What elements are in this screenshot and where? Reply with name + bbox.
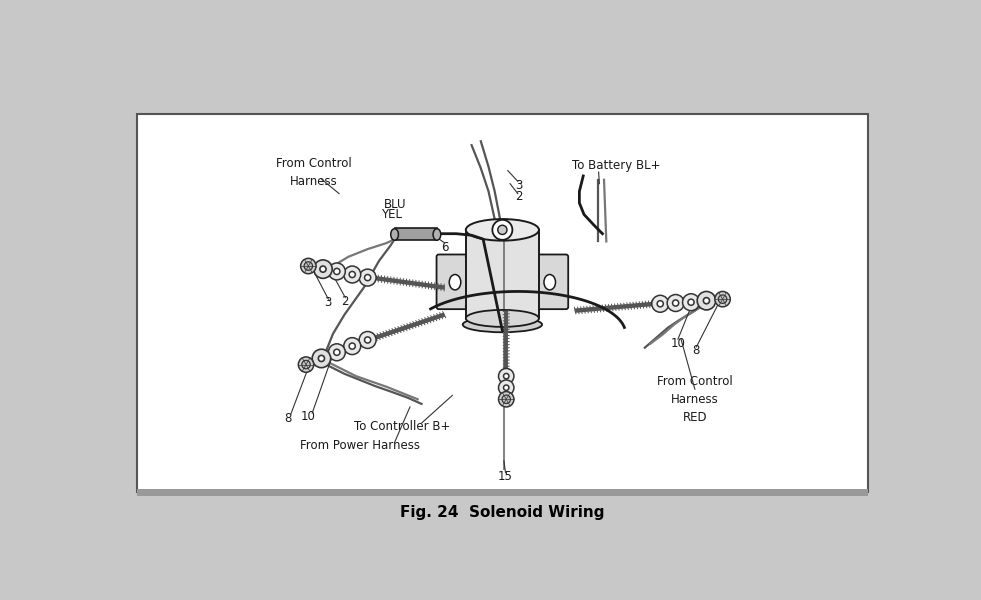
Text: 15: 15 <box>498 470 513 483</box>
Text: From Control
Harness: From Control Harness <box>276 157 351 188</box>
Text: 8: 8 <box>693 344 700 357</box>
Circle shape <box>312 349 331 368</box>
Circle shape <box>503 373 509 379</box>
Circle shape <box>334 268 339 275</box>
Text: BLU: BLU <box>384 198 406 211</box>
Text: To Battery BL+: To Battery BL+ <box>572 160 660 172</box>
Ellipse shape <box>449 275 461 290</box>
Ellipse shape <box>463 317 542 332</box>
Circle shape <box>651 295 669 312</box>
Circle shape <box>498 368 514 384</box>
Circle shape <box>334 349 339 355</box>
Ellipse shape <box>390 229 398 240</box>
Circle shape <box>697 292 716 310</box>
Bar <box>466 230 539 319</box>
Circle shape <box>300 259 316 274</box>
Circle shape <box>343 266 361 283</box>
Text: 2: 2 <box>516 190 523 203</box>
Ellipse shape <box>433 229 440 240</box>
Circle shape <box>359 331 376 349</box>
Circle shape <box>657 301 663 307</box>
Circle shape <box>492 220 512 240</box>
Circle shape <box>715 292 730 307</box>
Bar <box>136 115 868 491</box>
Text: Fig. 24  Solenoid Wiring: Fig. 24 Solenoid Wiring <box>400 505 604 520</box>
Circle shape <box>502 395 510 403</box>
FancyBboxPatch shape <box>532 254 568 309</box>
Ellipse shape <box>543 275 555 290</box>
Circle shape <box>365 337 371 343</box>
Text: 3: 3 <box>324 296 332 310</box>
Text: 10: 10 <box>670 337 686 350</box>
Circle shape <box>314 260 333 278</box>
Text: 6: 6 <box>440 241 448 254</box>
Bar <box>394 229 437 240</box>
Text: To Controller B+: To Controller B+ <box>354 420 450 433</box>
Text: From Power Harness: From Power Harness <box>300 439 420 452</box>
Circle shape <box>319 355 325 362</box>
Circle shape <box>302 361 310 369</box>
Circle shape <box>688 299 695 305</box>
Text: 2: 2 <box>340 295 348 308</box>
Text: YEL: YEL <box>381 208 401 221</box>
Bar <box>136 490 868 496</box>
Text: 3: 3 <box>516 179 523 193</box>
FancyBboxPatch shape <box>437 254 474 309</box>
Circle shape <box>498 380 514 395</box>
Text: From Control
Harness
RED: From Control Harness RED <box>657 375 733 424</box>
Circle shape <box>320 266 326 272</box>
Circle shape <box>304 262 313 270</box>
Circle shape <box>683 294 699 311</box>
Circle shape <box>349 343 355 349</box>
Circle shape <box>497 225 507 235</box>
Circle shape <box>343 338 361 355</box>
Text: 10: 10 <box>301 410 316 424</box>
Circle shape <box>349 271 355 278</box>
Circle shape <box>718 295 727 304</box>
Circle shape <box>503 385 509 391</box>
Circle shape <box>498 392 514 407</box>
Circle shape <box>359 269 376 286</box>
Circle shape <box>673 300 679 306</box>
Circle shape <box>703 298 709 304</box>
Ellipse shape <box>466 310 539 327</box>
Ellipse shape <box>466 219 539 241</box>
Circle shape <box>298 357 314 372</box>
Text: 8: 8 <box>284 412 292 425</box>
Circle shape <box>365 275 371 281</box>
Circle shape <box>667 295 684 311</box>
Circle shape <box>329 344 345 361</box>
Circle shape <box>329 263 345 280</box>
